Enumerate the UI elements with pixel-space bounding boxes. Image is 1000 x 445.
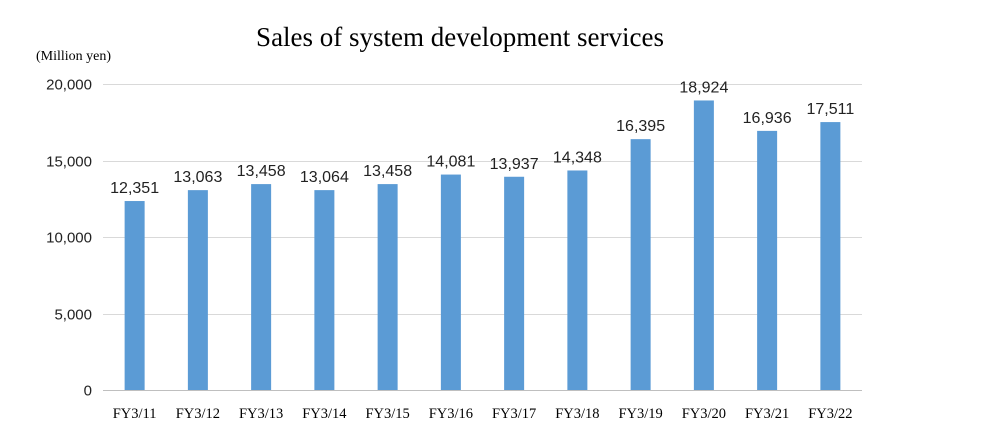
data-label: 13,458	[237, 163, 286, 180]
data-label: 18,924	[679, 79, 728, 96]
x-axis-ticks: FY3/11 FY3/12 FY3/13 FY3/14 FY3/15 FY3/16 FY3/…	[113, 406, 853, 422]
data-label: 12,351	[110, 180, 159, 197]
bar	[187, 190, 208, 390]
data-label: 16,395	[616, 118, 665, 135]
y-tick-label: 10,000	[46, 230, 92, 247]
bar	[377, 184, 398, 390]
data-label: 13,458	[363, 163, 412, 180]
data-label: 13,937	[490, 156, 539, 173]
x-tick-label: FY3/19	[618, 406, 662, 422]
y-tick-label: 20,000	[46, 77, 92, 94]
x-tick-label: FY3/15	[365, 406, 409, 422]
x-tick-label: FY3/16	[429, 406, 473, 422]
y-tick-label: 0	[84, 383, 92, 400]
x-tick-label: FY3/17	[492, 406, 536, 422]
gridlines	[103, 84, 862, 391]
y-tick-label: 15,000	[46, 154, 92, 171]
y-unit-label: (Million yen)	[36, 49, 111, 64]
bar	[693, 100, 714, 390]
bar	[820, 122, 841, 391]
bar	[630, 139, 651, 390]
x-tick-label: FY3/20	[682, 406, 726, 422]
x-tick-label: FY3/22	[808, 406, 852, 422]
bar	[124, 201, 145, 390]
bar	[314, 190, 335, 390]
data-label: 14,081	[426, 154, 475, 171]
bar	[567, 170, 588, 390]
bars	[124, 100, 841, 391]
data-label: 13,064	[300, 169, 349, 186]
chart-title: Sales of system development services	[256, 22, 664, 52]
bar	[504, 176, 525, 390]
bar	[440, 174, 461, 390]
bar	[757, 130, 778, 390]
x-tick-label: FY3/21	[745, 406, 789, 422]
bar	[251, 184, 272, 390]
x-tick-label: FY3/12	[176, 406, 220, 422]
data-label: 17,511	[807, 101, 855, 118]
data-label: 13,063	[173, 169, 222, 186]
y-tick-label: 5,000	[54, 307, 92, 324]
x-tick-label: FY3/13	[239, 406, 283, 422]
data-label: 14,348	[553, 149, 602, 166]
data-labels: 12,351 13,063 13,458 13,064 13,458 14,081 13,9…	[110, 79, 854, 197]
x-tick-label: FY3/18	[555, 406, 599, 422]
x-tick-label: FY3/14	[302, 406, 347, 422]
x-tick-label: FY3/11	[113, 406, 157, 422]
data-label: 16,936	[743, 110, 792, 127]
y-axis-ticks: 0 5,000 10,000 15,000 20,000	[46, 77, 92, 400]
